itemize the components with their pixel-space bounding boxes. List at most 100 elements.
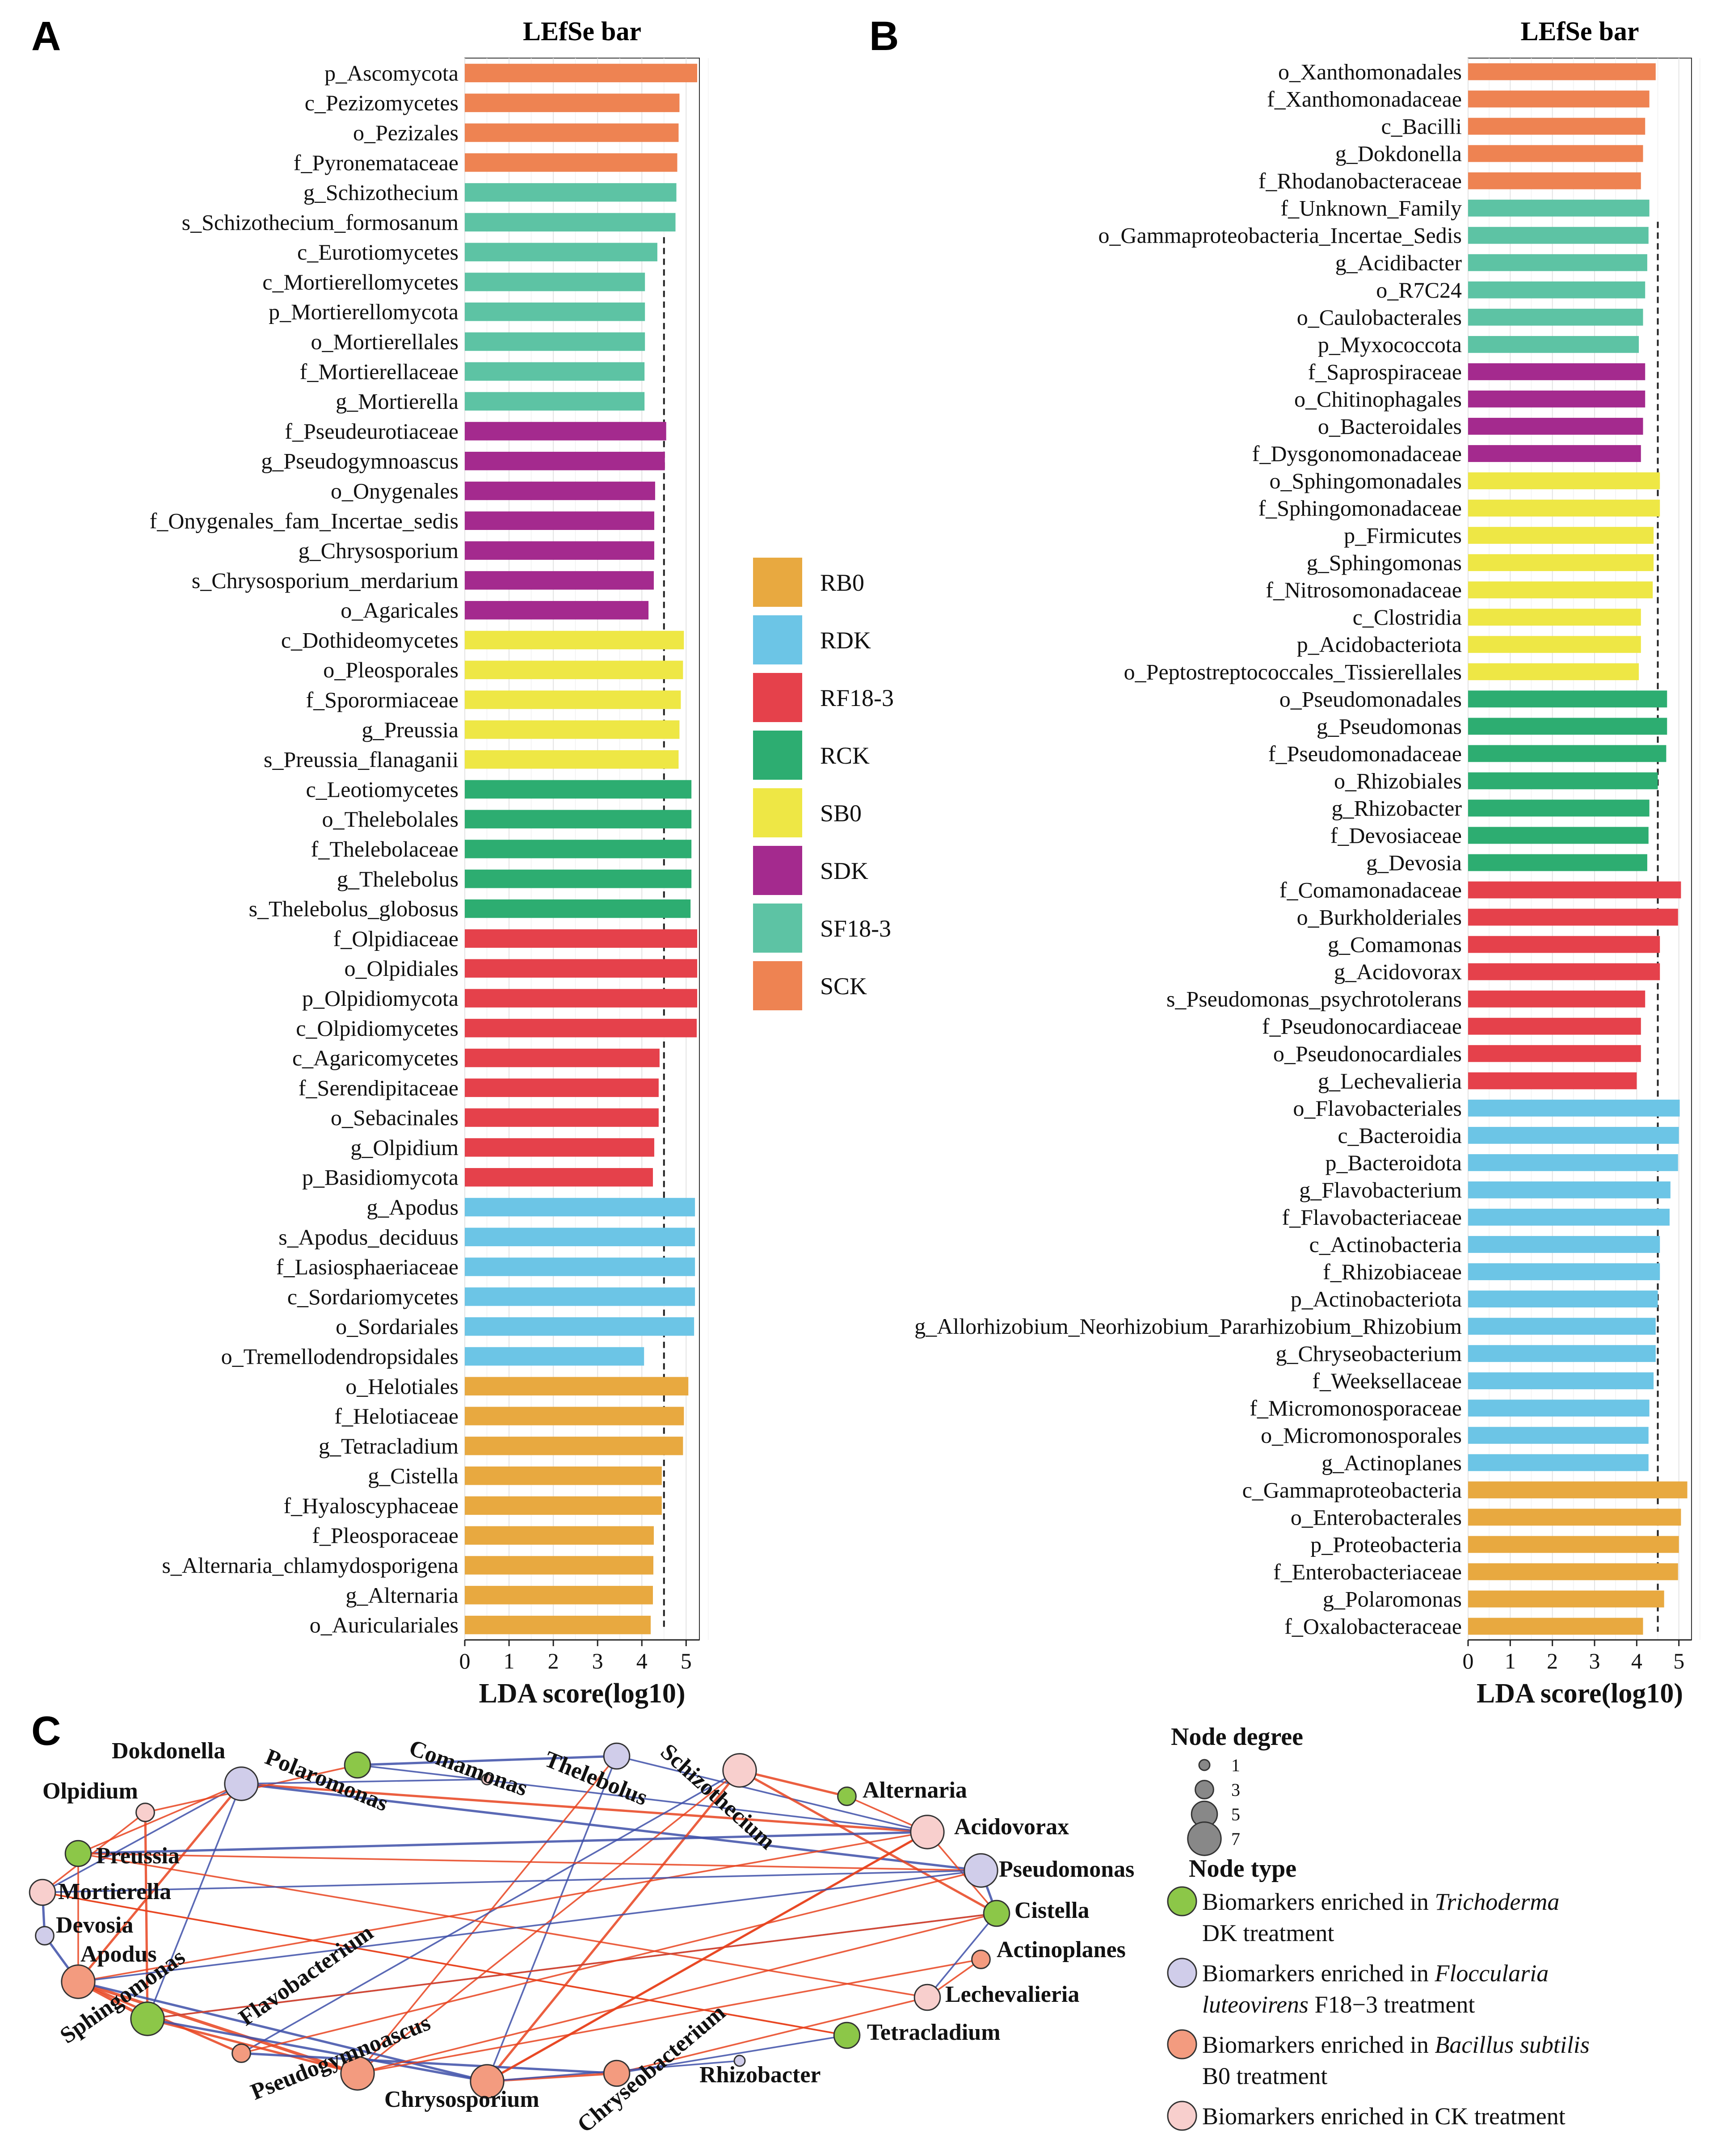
network-node	[135, 1803, 155, 1822]
bar	[465, 1407, 684, 1425]
bar	[1468, 308, 1643, 326]
network-node	[603, 1742, 631, 1770]
bar	[465, 1168, 653, 1187]
bar	[1468, 1263, 1660, 1280]
network-node	[64, 1840, 92, 1867]
bar	[465, 810, 692, 828]
bar	[1468, 1563, 1678, 1580]
bar-label: g_Lechevalieria	[1318, 1068, 1462, 1093]
bar-label: f_Pseudonocardiaceae	[1262, 1014, 1462, 1039]
x-tick-label: 5	[1673, 1648, 1684, 1673]
bar	[1468, 718, 1667, 735]
bar	[1468, 1400, 1650, 1417]
degree-legend-circle	[1195, 1780, 1214, 1799]
bar	[465, 273, 645, 291]
network-node-label: Chrysosporium	[384, 2087, 539, 2112]
node-type-label-line2: B0 treatment	[1202, 2063, 1327, 2089]
bar-label: o_Burkholderiales	[1297, 905, 1462, 930]
legend-label: RDK	[820, 627, 871, 654]
bar	[465, 601, 649, 620]
bar-label: c_Dothideomycetes	[281, 627, 459, 652]
bar	[465, 1437, 683, 1455]
bar-label: g_Polaromonas	[1323, 1586, 1462, 1611]
network-node	[470, 2064, 505, 2099]
bar	[1468, 363, 1645, 380]
bar-label: o_Sebacinales	[331, 1105, 459, 1130]
bar-label: p_Proteobacteria	[1310, 1532, 1462, 1557]
degree-legend-label: 1	[1231, 1755, 1240, 1775]
bar	[1468, 527, 1654, 544]
network-node-label: Preussia	[96, 1843, 180, 1869]
node-type-label: Biomarkers enriched in Floccularia	[1202, 1960, 1549, 1987]
bar-label: f_Rhizobiaceae	[1323, 1259, 1462, 1284]
bar-label: p_Bacteroidota	[1326, 1150, 1462, 1175]
bar-label: o_Micromonosporales	[1261, 1423, 1462, 1448]
bar-label: g_Apodus	[366, 1195, 459, 1220]
bar-label: g_Devosia	[1366, 850, 1462, 875]
bar	[1468, 1236, 1660, 1253]
bar	[465, 93, 680, 112]
network-edge	[357, 1755, 617, 1766]
bar-label: g_Actinoplanes	[1321, 1450, 1462, 1475]
bar-label: g_Chrysosporium	[299, 538, 459, 563]
network-edge	[78, 1853, 928, 1998]
legend-swatch	[753, 788, 802, 837]
bar-label: o_Peptostreptococcales_Tissierellales	[1124, 659, 1462, 684]
network-node	[733, 2055, 746, 2067]
bar	[1468, 145, 1643, 162]
bar	[465, 451, 665, 471]
bar	[465, 332, 645, 351]
bar-label: g_Sphingomonas	[1307, 550, 1462, 575]
bar-label: o_Gammaproteobacteria_Incertae_Sedis	[1098, 223, 1462, 248]
network-chart: Dokdonella Polaromonas Comamonas Thelebolus…	[29, 1735, 1134, 2138]
network-edge	[616, 1755, 928, 1833]
bar-label: c_Olpidiomycetes	[296, 1016, 459, 1041]
node-type-label-line2: luteovirens F18−3 treatment	[1202, 1991, 1475, 2018]
node-type-title: Node type	[1189, 1855, 1296, 1883]
bar	[465, 481, 655, 500]
network-node	[913, 1984, 941, 2011]
bar	[1468, 391, 1645, 408]
network-edge	[147, 1783, 242, 2019]
bar	[465, 362, 645, 381]
node-type-label: Biomarkers enriched in Bacillus subtilis	[1202, 2031, 1590, 2058]
legend-label: RB0	[820, 569, 864, 596]
x-tick-label: 4	[636, 1648, 648, 1673]
x-tick-label: 0	[1463, 1648, 1474, 1673]
bar-label: f_Oxalobacteraceae	[1284, 1614, 1462, 1639]
bar-label: f_Lasiosphaeriaceae	[276, 1254, 459, 1279]
panel-letter-c: C	[31, 1708, 61, 1754]
network-node-label: Lechevalieria	[945, 1982, 1079, 2007]
bar-label: c_Bacteroidia	[1338, 1123, 1462, 1148]
bar	[1468, 990, 1645, 1008]
bar	[1468, 1345, 1656, 1362]
bar	[465, 1257, 695, 1276]
bar-label: f_Devosiaceae	[1330, 823, 1462, 848]
bar	[1468, 636, 1641, 653]
bar-label: g_Chryseobacterium	[1275, 1341, 1462, 1366]
bar	[1468, 881, 1681, 899]
network-node	[35, 1926, 55, 1946]
node-type-swatch	[1167, 2029, 1197, 2059]
x-tick-label: 3	[1589, 1648, 1600, 1673]
bar	[465, 571, 654, 590]
network-edge	[78, 1853, 981, 1871]
bar	[1468, 1618, 1643, 1635]
network-node-label: Dokdonella	[112, 1738, 225, 1764]
bar-label: f_Thelebolaceae	[311, 836, 459, 862]
node-type-label: Biomarkers enriched in CK treatment	[1202, 2103, 1566, 2130]
bar	[465, 123, 679, 142]
bar-label: g_Alternaria	[345, 1583, 459, 1608]
bar-label: f_Unknown_Family	[1280, 196, 1462, 221]
bar	[1468, 772, 1658, 790]
legend-swatch	[753, 615, 802, 664]
bar	[465, 1466, 662, 1485]
bar-label: o_Olpidiales	[344, 956, 459, 981]
bar-label: o_Enterobacterales	[1291, 1505, 1462, 1530]
legend-label: RF18-3	[820, 685, 894, 711]
bar-label: g_Thelebolus	[337, 866, 459, 891]
network-node	[340, 2056, 375, 2091]
legend-label: SB0	[820, 800, 862, 827]
bar-label: p_Mortierellomycota	[269, 299, 459, 324]
bar	[465, 720, 680, 739]
